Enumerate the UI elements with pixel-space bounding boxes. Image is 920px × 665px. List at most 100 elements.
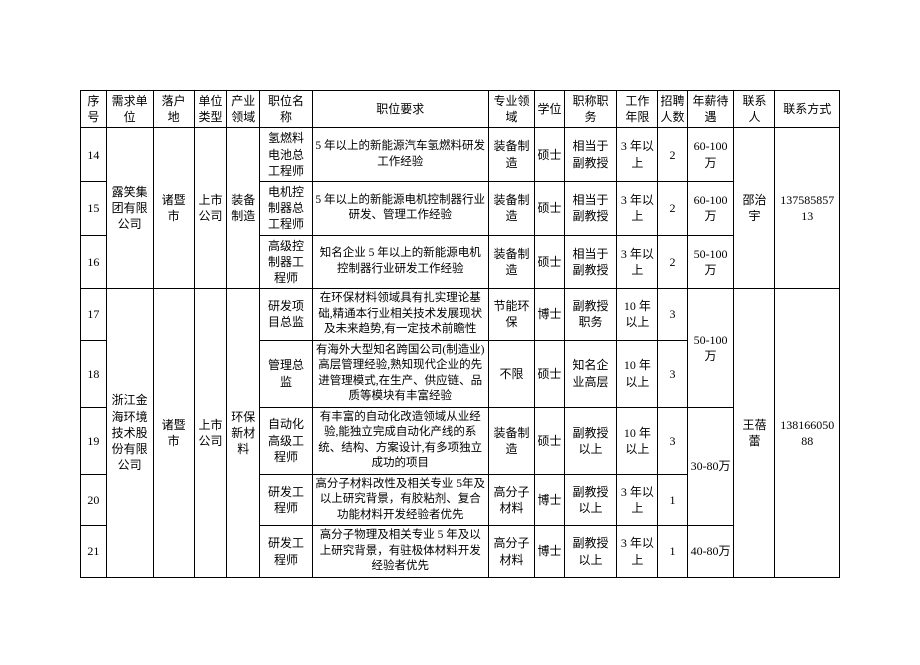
cell-years: 3 年以上 <box>617 181 658 235</box>
cell-count: 3 <box>658 340 687 407</box>
cell-unit-type: 上市公司 <box>194 289 227 578</box>
cell-no: 17 <box>81 289 107 341</box>
cell-no: 15 <box>81 181 107 235</box>
cell-salary: 30-80万 <box>687 407 734 526</box>
cell-company: 浙江金海环境技术股份有限公司 <box>106 289 153 578</box>
cell-title: 副教授以上 <box>564 407 617 474</box>
table-header-row: 序号 需求单位 落户地 单位类型 产业领域 职位名称 职位要求 专业领域 学位 … <box>81 91 840 128</box>
col-position: 职位名称 <box>260 91 313 128</box>
cell-years: 3 年以上 <box>617 474 658 526</box>
cell-location: 诸暨市 <box>153 289 194 578</box>
cell-title: 知名企业高层 <box>564 340 617 407</box>
cell-title: 副教授以上 <box>564 526 617 578</box>
cell-years: 10 年以上 <box>617 407 658 474</box>
cell-requirement: 5 年以上的新能源汽车氢燃料研发工作经验 <box>312 128 488 182</box>
cell-requirement: 有丰富的自动化改造领域从业经验,能独立完成自动化产线的系统、结构、方案设计,有多… <box>312 407 488 474</box>
cell-title: 相当于副教授 <box>564 181 617 235</box>
cell-salary: 50-100万 <box>687 235 734 289</box>
cell-requirement: 高分子物理及相关专业 5 年及以上研究背景，有驻极体材料开发经验者优先 <box>312 526 488 578</box>
col-no: 序号 <box>81 91 107 128</box>
cell-location: 诸暨市 <box>153 128 194 289</box>
cell-phone: 13758585713 <box>775 128 840 289</box>
cell-title: 相当于副教授 <box>564 128 617 182</box>
cell-field: 不限 <box>488 340 535 407</box>
cell-salary: 40-80万 <box>687 526 734 578</box>
cell-count: 2 <box>658 235 687 289</box>
col-degree: 学位 <box>535 91 564 128</box>
cell-degree: 硕士 <box>535 407 564 474</box>
cell-no: 14 <box>81 128 107 182</box>
cell-position: 高级控制器工程师 <box>260 235 313 289</box>
recruitment-table: 序号 需求单位 落户地 单位类型 产业领域 职位名称 职位要求 专业领域 学位 … <box>80 90 840 578</box>
cell-company: 露笑集团有限公司 <box>106 128 153 289</box>
cell-years: 10 年以上 <box>617 340 658 407</box>
cell-industry: 装备制造 <box>227 128 260 289</box>
cell-count: 1 <box>658 474 687 526</box>
cell-position: 管理总监 <box>260 340 313 407</box>
cell-degree: 硕士 <box>535 340 564 407</box>
cell-salary: 50-100万 <box>687 289 734 408</box>
col-phone: 联系方式 <box>775 91 840 128</box>
cell-requirement: 在环保材料领域具有扎实理论基础,精通本行业相关技术发展现状及未来趋势,有一定技术… <box>312 289 488 341</box>
cell-position: 研发工程师 <box>260 526 313 578</box>
cell-no: 21 <box>81 526 107 578</box>
cell-position: 电机控制器总工程师 <box>260 181 313 235</box>
cell-degree: 博士 <box>535 289 564 341</box>
cell-position: 研发工程师 <box>260 474 313 526</box>
col-count: 招聘人数 <box>658 91 687 128</box>
cell-unit-type: 上市公司 <box>194 128 227 289</box>
cell-count: 2 <box>658 128 687 182</box>
cell-field: 节能环保 <box>488 289 535 341</box>
cell-contact: 王蓓蕾 <box>734 289 775 578</box>
cell-no: 18 <box>81 340 107 407</box>
col-requirement: 职位要求 <box>312 91 488 128</box>
col-unit-type: 单位类型 <box>194 91 227 128</box>
cell-count: 3 <box>658 289 687 341</box>
cell-field: 装备制造 <box>488 128 535 182</box>
cell-industry: 环保新材料 <box>227 289 260 578</box>
cell-position: 氢燃料电池总工程师 <box>260 128 313 182</box>
cell-field: 高分子材料 <box>488 526 535 578</box>
cell-field: 装备制造 <box>488 235 535 289</box>
cell-no: 19 <box>81 407 107 474</box>
cell-requirement: 5 年以上的新能源电机控制器行业研发、管理工作经验 <box>312 181 488 235</box>
cell-requirement: 有海外大型知名跨国公司(制造业)高层管理经验,熟知现代企业的先进管理模式,在生产… <box>312 340 488 407</box>
cell-salary: 60-100万 <box>687 128 734 182</box>
cell-years: 10 年以上 <box>617 289 658 341</box>
col-industry: 产业领域 <box>227 91 260 128</box>
cell-years: 3 年以上 <box>617 235 658 289</box>
col-location: 落户地 <box>153 91 194 128</box>
cell-field: 高分子材料 <box>488 474 535 526</box>
table-row: 17 浙江金海环境技术股份有限公司 诸暨市 上市公司 环保新材料 研发项目总监 … <box>81 289 840 341</box>
cell-field: 装备制造 <box>488 181 535 235</box>
cell-title: 副教授职务 <box>564 289 617 341</box>
cell-years: 3 年以上 <box>617 526 658 578</box>
cell-requirement: 知名企业 5 年以上的新能源电机控制器行业研发工作经验 <box>312 235 488 289</box>
cell-degree: 硕士 <box>535 235 564 289</box>
cell-contact: 邵治宇 <box>734 128 775 289</box>
cell-years: 3 年以上 <box>617 128 658 182</box>
cell-no: 16 <box>81 235 107 289</box>
col-years: 工作年限 <box>617 91 658 128</box>
cell-count: 1 <box>658 526 687 578</box>
cell-title: 副教授以上 <box>564 474 617 526</box>
col-company: 需求单位 <box>106 91 153 128</box>
col-field: 专业领域 <box>488 91 535 128</box>
cell-no: 20 <box>81 474 107 526</box>
col-contact: 联系人 <box>734 91 775 128</box>
cell-salary: 60-100万 <box>687 181 734 235</box>
cell-phone: 13816605088 <box>775 289 840 578</box>
col-salary: 年薪待遇 <box>687 91 734 128</box>
table-row: 14 露笑集团有限公司 诸暨市 上市公司 装备制造 氢燃料电池总工程师 5 年以… <box>81 128 840 182</box>
cell-count: 2 <box>658 181 687 235</box>
cell-count: 3 <box>658 407 687 474</box>
cell-degree: 硕士 <box>535 128 564 182</box>
cell-field: 装备制造 <box>488 407 535 474</box>
cell-title: 相当于副教授 <box>564 235 617 289</box>
col-title: 职称职务 <box>564 91 617 128</box>
cell-requirement: 高分子材料改性及相关专业 5年及以上研究背景，有胶粘剂、复合功能材料开发经验者优… <box>312 474 488 526</box>
cell-degree: 博士 <box>535 526 564 578</box>
cell-position: 自动化高级工程师 <box>260 407 313 474</box>
cell-degree: 硕士 <box>535 181 564 235</box>
cell-degree: 博士 <box>535 474 564 526</box>
